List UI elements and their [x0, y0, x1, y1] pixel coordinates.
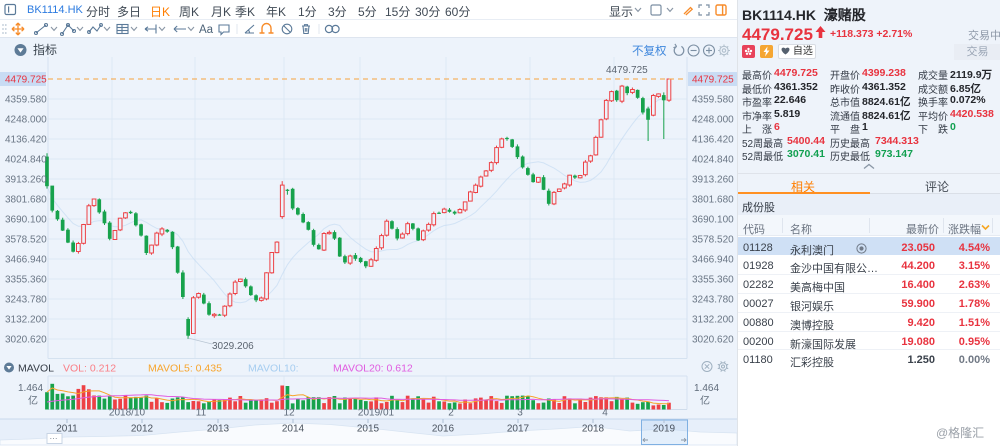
svg-text:3243.780: 3243.780 — [5, 295, 47, 306]
svg-text:2: 2 — [448, 408, 454, 419]
svg-text:MAVOL10:: MAVOL10: — [248, 363, 299, 375]
svg-text:4359.580: 4359.580 — [5, 95, 47, 106]
svg-text:3578.520: 3578.520 — [5, 235, 47, 246]
svg-text:3578.520: 3578.520 — [692, 235, 734, 246]
svg-text:4: 4 — [602, 408, 608, 419]
svg-text:VOL: 0.212: VOL: 0.212 — [63, 363, 116, 375]
svg-text:1.464: 1.464 — [694, 383, 719, 394]
svg-text:3029.206: 3029.206 — [212, 341, 254, 352]
svg-text:3913.260: 3913.260 — [5, 175, 47, 186]
svg-text:12: 12 — [283, 408, 295, 419]
svg-text:2019: 2019 — [653, 424, 676, 435]
svg-text:11: 11 — [196, 408, 207, 419]
svg-text:MAVOL20: 0.612: MAVOL20: 0.612 — [333, 363, 413, 375]
svg-text:4024.840: 4024.840 — [692, 155, 734, 166]
svg-text:3132.200: 3132.200 — [5, 315, 47, 326]
svg-text:Aa: Aa — [199, 24, 214, 36]
svg-text:3690.100: 3690.100 — [692, 215, 734, 226]
svg-text:4136.420: 4136.420 — [692, 135, 734, 146]
svg-text:4248.000: 4248.000 — [5, 115, 47, 126]
svg-text:3466.940: 3466.940 — [692, 255, 734, 266]
svg-text:3355.360: 3355.360 — [692, 275, 734, 286]
svg-text:3801.680: 3801.680 — [692, 195, 734, 206]
svg-text:2018/10: 2018/10 — [109, 408, 146, 419]
svg-text:指标: 指标 — [33, 42, 57, 57]
svg-text:4479.725: 4479.725 — [606, 65, 648, 76]
svg-text:3466.940: 3466.940 — [5, 255, 47, 266]
svg-text:亿: 亿 — [28, 394, 38, 407]
svg-text:4248.000: 4248.000 — [692, 115, 734, 126]
svg-text:4479.725: 4479.725 — [5, 75, 47, 86]
svg-text:3913.260: 3913.260 — [692, 175, 734, 186]
svg-text:4359.580: 4359.580 — [692, 95, 734, 106]
svg-text:3: 3 — [517, 408, 523, 419]
svg-text:2016: 2016 — [432, 424, 455, 435]
svg-text:3243.780: 3243.780 — [692, 295, 734, 306]
svg-text:4024.840: 4024.840 — [5, 155, 47, 166]
svg-text:亿: 亿 — [700, 394, 710, 407]
svg-text:3020.620: 3020.620 — [692, 335, 734, 346]
svg-text:4479.725: 4479.725 — [692, 75, 734, 86]
svg-text:3801.680: 3801.680 — [5, 195, 47, 206]
svg-text:MAVOL: MAVOL — [18, 363, 54, 375]
svg-text:不复权: 不复权 — [632, 45, 667, 58]
svg-text:2017: 2017 — [507, 424, 530, 435]
svg-text:2013: 2013 — [207, 424, 230, 435]
svg-text:3132.200: 3132.200 — [692, 315, 734, 326]
svg-text:2015: 2015 — [357, 424, 380, 435]
svg-text:3690.100: 3690.100 — [5, 215, 47, 226]
svg-text:MAVOL5: 0.435: MAVOL5: 0.435 — [148, 363, 222, 375]
svg-text:2011: 2011 — [56, 424, 78, 435]
svg-text:2019/01: 2019/01 — [358, 408, 395, 419]
svg-text:3020.620: 3020.620 — [5, 335, 47, 346]
svg-text:2014: 2014 — [282, 424, 305, 435]
svg-text:1.464: 1.464 — [18, 383, 43, 394]
svg-text:···: ··· — [50, 434, 58, 443]
svg-text:2012: 2012 — [131, 424, 154, 435]
svg-text:2018: 2018 — [582, 424, 605, 435]
svg-text:4136.420: 4136.420 — [5, 135, 47, 146]
svg-text:3355.360: 3355.360 — [5, 275, 47, 286]
